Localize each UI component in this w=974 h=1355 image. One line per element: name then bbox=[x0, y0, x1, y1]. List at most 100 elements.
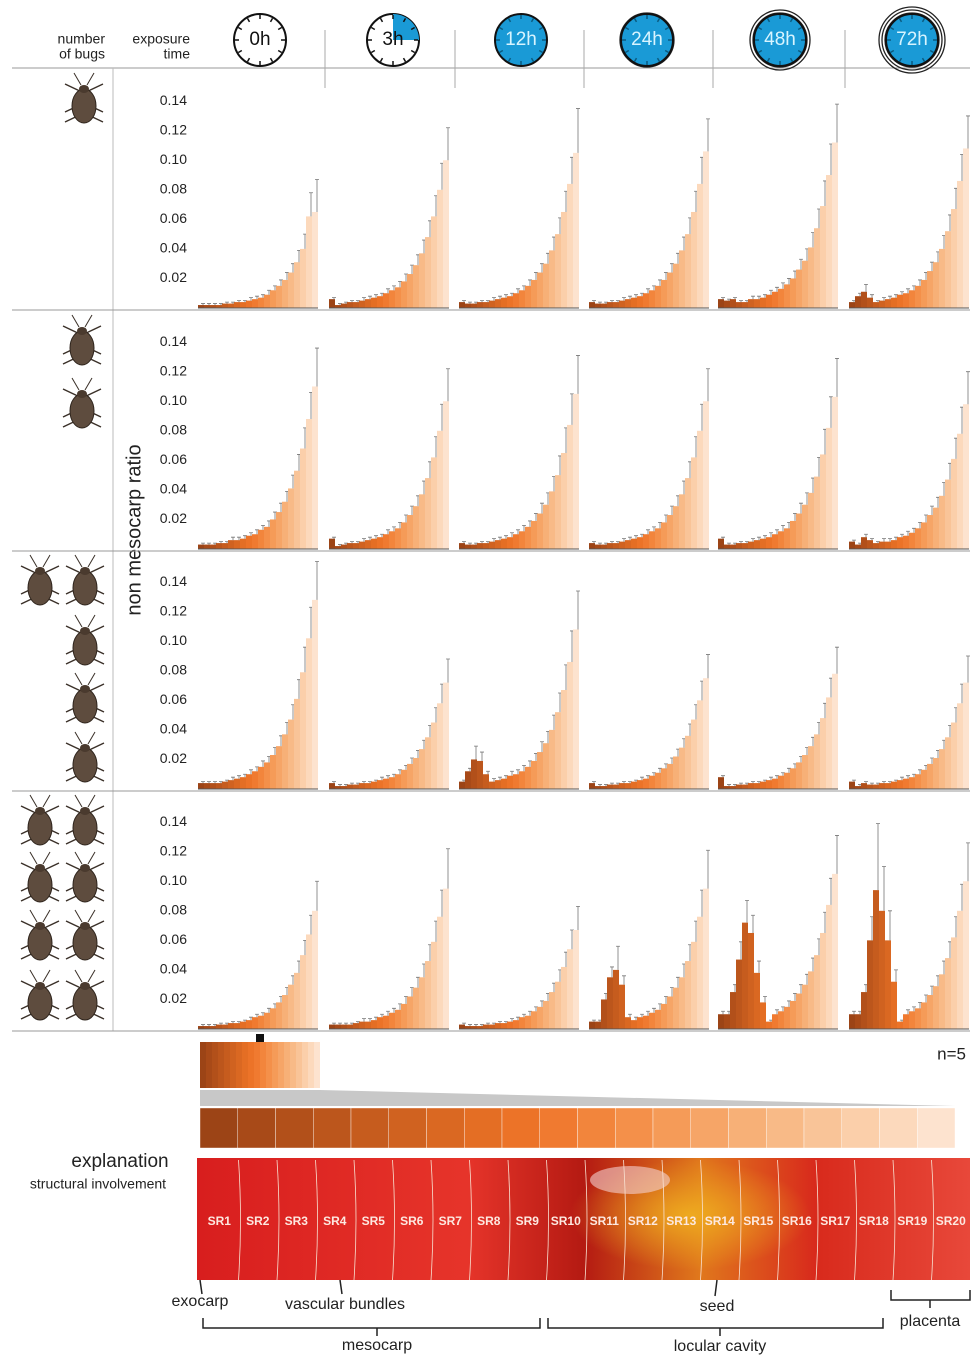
bar bbox=[561, 967, 567, 1029]
bar bbox=[359, 783, 365, 789]
legend-swatch bbox=[272, 1042, 278, 1088]
bar bbox=[525, 1016, 531, 1029]
bar bbox=[933, 508, 939, 549]
bar bbox=[567, 949, 573, 1029]
bar bbox=[766, 295, 772, 308]
error-bar bbox=[332, 298, 336, 299]
bar bbox=[513, 293, 519, 308]
bar bbox=[264, 295, 270, 308]
bar bbox=[909, 777, 915, 789]
error-bar bbox=[201, 782, 205, 783]
bar bbox=[867, 940, 873, 1029]
bug-icon bbox=[66, 555, 104, 605]
error-bar bbox=[721, 776, 725, 777]
legend-cell bbox=[880, 1108, 918, 1148]
bar bbox=[228, 1023, 234, 1029]
error-bar bbox=[721, 537, 725, 538]
bar bbox=[625, 540, 631, 549]
error-bar bbox=[350, 542, 354, 543]
bar bbox=[667, 515, 673, 549]
bar bbox=[258, 530, 264, 549]
bar bbox=[808, 971, 814, 1029]
bug-icon bbox=[66, 795, 104, 845]
bar bbox=[531, 761, 537, 789]
bar bbox=[879, 783, 885, 789]
error-bar bbox=[598, 302, 602, 303]
legend-cell bbox=[578, 1108, 616, 1148]
bar bbox=[383, 1016, 389, 1029]
error-bar bbox=[362, 782, 366, 783]
bar bbox=[673, 756, 679, 789]
error-bar bbox=[870, 783, 874, 784]
error-bar bbox=[835, 104, 839, 142]
bar bbox=[790, 1001, 796, 1029]
bar bbox=[673, 264, 679, 308]
bar bbox=[796, 762, 802, 789]
bar bbox=[543, 1001, 549, 1029]
bar bbox=[697, 917, 703, 1029]
error-bar bbox=[757, 961, 761, 973]
bar bbox=[867, 785, 873, 789]
legend-swatch bbox=[230, 1042, 236, 1088]
bar bbox=[939, 749, 945, 789]
bug-antenna bbox=[43, 852, 50, 864]
bar bbox=[903, 536, 909, 549]
bug-icon bbox=[66, 970, 104, 1020]
bar bbox=[909, 533, 915, 549]
y-tick-label: 0.12 bbox=[160, 842, 187, 858]
bar bbox=[395, 1010, 401, 1029]
error-bar bbox=[362, 1019, 366, 1022]
bug-antenna bbox=[75, 555, 82, 567]
bar bbox=[915, 528, 921, 549]
bug-antenna bbox=[43, 910, 50, 922]
error-bar bbox=[315, 348, 319, 386]
error-bar bbox=[727, 543, 731, 544]
bar bbox=[897, 537, 903, 549]
legend-cell bbox=[276, 1108, 314, 1148]
error-bar bbox=[727, 785, 731, 786]
section-label: SR1 bbox=[208, 1214, 232, 1228]
y-tick-label: 0.10 bbox=[160, 632, 187, 648]
bug-head bbox=[80, 685, 90, 693]
bar bbox=[589, 783, 595, 789]
bar bbox=[730, 992, 736, 1029]
bar bbox=[204, 783, 210, 789]
error-bar bbox=[882, 866, 886, 910]
bar bbox=[234, 540, 240, 549]
y-tick-label: 0.06 bbox=[160, 451, 187, 467]
bar bbox=[703, 889, 709, 1029]
bar bbox=[477, 302, 483, 308]
y-tick-label: 0.02 bbox=[160, 269, 187, 285]
bar bbox=[814, 955, 820, 1029]
bar bbox=[371, 539, 377, 549]
bar bbox=[537, 752, 543, 789]
error-bar bbox=[751, 782, 755, 783]
bar bbox=[607, 977, 613, 1029]
bar bbox=[312, 212, 318, 308]
bar bbox=[915, 286, 921, 308]
bar bbox=[288, 273, 294, 308]
bar bbox=[760, 1002, 766, 1029]
part-label: placenta bbox=[900, 1313, 961, 1330]
section-label: SR10 bbox=[551, 1214, 581, 1228]
bar bbox=[736, 302, 742, 308]
bar bbox=[951, 209, 957, 308]
error-bar bbox=[598, 785, 602, 786]
bar bbox=[703, 151, 709, 308]
bar bbox=[691, 942, 697, 1029]
bar bbox=[413, 988, 419, 1029]
bar bbox=[589, 1022, 595, 1029]
bar bbox=[879, 542, 885, 549]
column-label: 0h bbox=[249, 29, 270, 50]
bar bbox=[915, 1008, 921, 1029]
bar bbox=[796, 514, 802, 549]
bar bbox=[573, 930, 579, 1029]
bar bbox=[258, 767, 264, 789]
bar bbox=[963, 148, 969, 308]
bar bbox=[561, 690, 567, 789]
bar bbox=[855, 545, 861, 549]
zoom-connector bbox=[200, 1090, 955, 1106]
bar bbox=[667, 996, 673, 1029]
legend-cell bbox=[313, 1108, 351, 1148]
bar bbox=[673, 506, 679, 549]
